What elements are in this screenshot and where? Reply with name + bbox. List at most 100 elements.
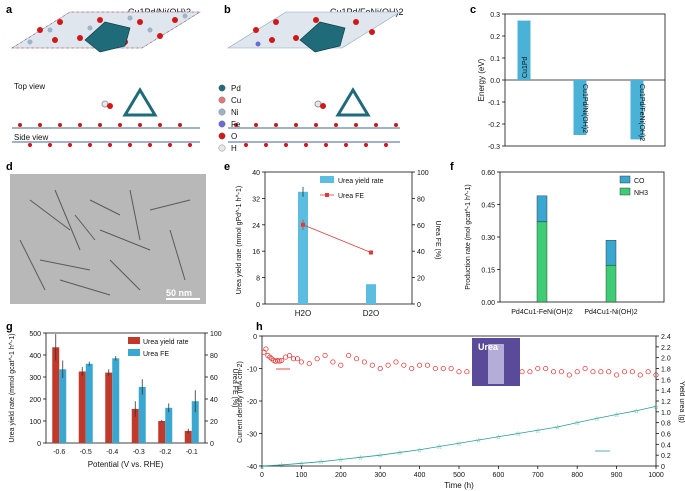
c-bar-label-2: Cu1Pd/FeNi(OH)2 <box>638 84 645 141</box>
h-current-point-22 <box>361 359 367 365</box>
g-xtick-label-1: -0.5 <box>80 449 92 456</box>
h-current-point-17 <box>322 352 328 359</box>
h-yield-point-13: ☆ <box>515 430 521 438</box>
e-legend-swatch-yield <box>320 176 334 183</box>
top-view-slab <box>10 11 202 53</box>
side-view-slab <box>12 87 200 147</box>
h-current-point-7 <box>275 358 281 364</box>
f-legend-swatch-co <box>619 175 631 184</box>
c-bar-label-0: Cu1Pd <box>522 56 529 78</box>
panel-a: a Cu1Pd/Ni(OH)2 Top view <box>6 4 202 147</box>
f-ylabel: Production rate (mol gcat^-1 h^-1) <box>465 184 472 289</box>
h-xtick-label: 600 <box>493 472 505 479</box>
e-ylabel: Urea yield rate (mmol gPd^-1 h^-1) <box>236 186 243 295</box>
h-yield-point-14: ☆ <box>535 427 541 435</box>
e-legend-marker-fe <box>325 193 329 197</box>
chart-g: 0 100 200 300 400 500 0 20 40 60 80 100 -0.6 -0.5 -0.4… <box>9 331 238 469</box>
g-ylabel: Urea yield rate (mmol gcat^-1 h^-1) <box>9 333 16 442</box>
legend-label-h: H <box>231 144 237 153</box>
h-current-point-18 <box>330 359 336 365</box>
e-ytick-label: 8 <box>256 276 260 283</box>
g-ytick-label: 500 <box>29 331 41 338</box>
h-y2tick-label: 0.6 <box>661 432 671 439</box>
panel-f: f 0.00 0.15 0.30 0.45 0.60 Pd4Cu1-FeNi(OH)2 Pd… <box>450 161 665 316</box>
h-xtick-label: 0 <box>260 472 264 479</box>
g-legend-fe: Urea FE <box>143 351 169 358</box>
g-bar-fe-5 <box>191 401 199 443</box>
h-current-point-32 <box>440 365 446 372</box>
e-ytick-label: 40 <box>252 170 260 177</box>
h-current-point-51 <box>590 369 596 375</box>
chart-h: 0 100 200 300 400 500 600 700 800 900 10000-10-20-… <box>237 334 685 490</box>
h-current-point-14 <box>298 359 304 365</box>
panel-label-c: c <box>470 4 476 16</box>
h-current-point-31 <box>432 365 438 372</box>
h-xtick-label: 700 <box>532 472 544 479</box>
pd-cluster-top <box>84 21 131 53</box>
c-bar-label-1: Cu1Pd/Ni(OH)2 <box>581 84 588 133</box>
h-current-point-49 <box>574 369 580 375</box>
h-current-point-46 <box>551 369 557 375</box>
legend-label-ni: Ni <box>231 108 239 117</box>
g-ytick-label: 300 <box>29 375 41 382</box>
f-ytick-label: 0.15 <box>481 268 495 275</box>
h-yield-point-6: ☆ <box>377 452 383 460</box>
h-ytick-label: 0 <box>253 334 257 341</box>
h-yield-point-0: ☆ <box>259 463 265 471</box>
chart-e: 0 8 16 24 32 40 0 20 40 60 80 100 H2O D2O Urea yield r… <box>236 170 441 318</box>
panel-h: h 0 100 200 300 400 500 600 700 800 900 10000-10-2… <box>237 321 685 490</box>
g-bar-yield-1 <box>78 371 86 443</box>
h-yield-point-9: ☆ <box>436 443 442 451</box>
h-yield-point-7: ☆ <box>397 449 403 457</box>
g-legend-swatch-fe <box>128 349 140 356</box>
h-current-point-25 <box>385 362 391 368</box>
tem-image <box>10 174 206 304</box>
h-current-point-53 <box>606 369 612 375</box>
h-yield-point-5: ☆ <box>357 454 363 462</box>
f-bar-nh3-1 <box>605 264 617 303</box>
legend-swatch-ni <box>218 108 226 116</box>
g-y2tick-label: 20 <box>210 419 218 426</box>
g-xtick-label-5: -0.1 <box>186 449 198 456</box>
h-current-point-19 <box>338 362 344 368</box>
h-xtick-label: 900 <box>611 472 623 479</box>
h-yield-point-11: ☆ <box>476 437 482 445</box>
g-bar-yield-3 <box>131 408 139 443</box>
f-bar-nh3-0 <box>536 221 548 303</box>
e-legend-yield: Urea yield rate <box>338 178 384 185</box>
g-ytick-label: 200 <box>29 397 41 404</box>
g-xtick-label-0: -0.6 <box>53 449 65 456</box>
panel-label-e: e <box>224 161 230 173</box>
h-current-point-28 <box>409 365 415 372</box>
g-bar-fe-4 <box>165 407 173 443</box>
f-legend-swatch-nh3 <box>619 187 631 196</box>
legend-swatch-pd <box>218 84 226 92</box>
h-current-point-55 <box>621 369 628 375</box>
side-view-label: Side view <box>14 133 48 142</box>
h-current-point-0 <box>261 349 267 355</box>
f-ytick-label: 0.30 <box>481 235 495 242</box>
g-axes-frame <box>45 332 206 444</box>
h-yield-point-16: ☆ <box>574 419 580 427</box>
h-current-point-57 <box>637 372 643 378</box>
e-y2label: Urea FE (%) <box>434 221 441 260</box>
panel-b: b Cu1Pd/FeNi(OH)2 <box>218 4 404 153</box>
h-current-point-26 <box>393 359 399 365</box>
h-xlabel: Time (h) <box>444 481 474 490</box>
e-y2tick-label: 80 <box>417 196 425 203</box>
h-yield-point-10: ☆ <box>456 440 462 448</box>
h-ytick-label: -30 <box>247 432 257 439</box>
h-current-point-12 <box>290 356 297 362</box>
h-current-point-29 <box>417 362 423 368</box>
atom-legend: Pd Cu Ni Fe OH <box>218 84 241 153</box>
tem-nanosheets <box>19 189 191 296</box>
g-xlabel: Potential (V vs. RHE) <box>88 460 164 469</box>
h-current-point-27 <box>401 362 407 368</box>
g-y2label: Urea FE (%) <box>231 369 238 408</box>
h-y2tick-label: 0 <box>661 464 665 471</box>
h-current-point-23 <box>369 362 375 368</box>
panel-g: g 0 100 200 300 400 500 0 20 40 60 80 100 -0.6 -0.5 -0… <box>6 321 238 469</box>
g-legend-yield: Urea yield rate <box>143 339 189 346</box>
h-current-point-15 <box>306 361 312 367</box>
g-ytick-label: 400 <box>29 353 41 360</box>
